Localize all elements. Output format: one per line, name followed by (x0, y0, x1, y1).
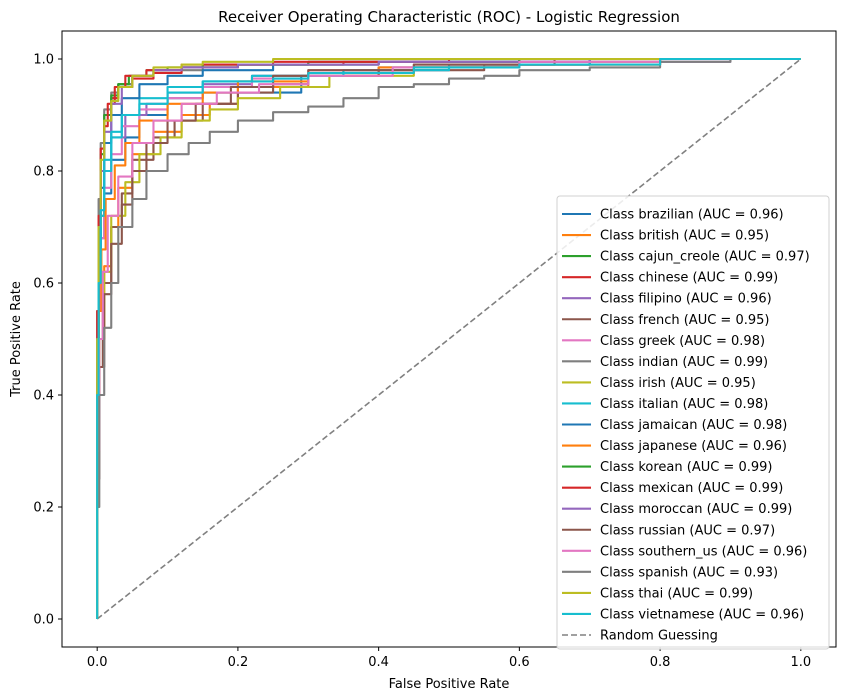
series-line-17 (96, 57, 801, 619)
legend-label-12: Class korean (AUC = 0.99) (600, 460, 772, 475)
x-tick-label-5: 1.0 (790, 655, 811, 670)
x-tick-label-0: 0.0 (87, 655, 108, 670)
x-tick-label-4: 0.8 (650, 655, 671, 670)
legend-label-5: Class french (AUC = 0.95) (600, 313, 769, 328)
series-layer (96, 57, 802, 620)
legend-label-14: Class moroccan (AUC = 0.99) (600, 502, 792, 517)
series-line-19 (96, 57, 801, 619)
legend-label-10: Class jamaican (AUC = 0.98) (600, 418, 787, 433)
legend-label-15: Class russian (AUC = 0.97) (600, 523, 775, 538)
x-axis: 0.0 0.2 0.4 0.6 0.8 1.0 (87, 647, 811, 670)
legend-label-19: Class vietnamese (AUC = 0.96) (600, 607, 804, 622)
legend: Class brazilian (AUC = 0.96) Class britis… (556, 195, 830, 650)
x-tick-label-3: 0.6 (509, 655, 530, 670)
legend-label-0: Class brazilian (AUC = 0.96) (600, 208, 784, 223)
legend-label-11: Class japanese (AUC = 0.96) (600, 439, 787, 454)
chart-title: Receiver Operating Characteristic (ROC) … (218, 8, 680, 26)
y-tick-label-3: 0.6 (33, 277, 54, 292)
series-line-20 (96, 58, 802, 620)
y-axis: 0.0 0.2 0.4 0.6 0.8 1.0 (33, 53, 62, 628)
legend-label-16: Class southern_us (AUC = 0.96) (600, 544, 807, 559)
legend-label-7: Class indian (AUC = 0.99) (600, 355, 768, 370)
y-tick-label-2: 0.4 (33, 389, 54, 404)
legend-label-18: Class thai (AUC = 0.99) (600, 586, 753, 601)
x-tick-label-2: 0.4 (368, 655, 389, 670)
legend-label-8: Class irish (AUC = 0.95) (600, 376, 756, 391)
x-tick-label-1: 0.2 (228, 655, 249, 670)
y-axis-label: True Positive Rate (9, 281, 24, 398)
legend-label-4: Class filipino (AUC = 0.96) (600, 292, 772, 307)
legend-label-17: Class spanish (AUC = 0.93) (600, 565, 778, 580)
y-tick-label-0: 0.0 (33, 613, 54, 628)
legend-label-1: Class british (AUC = 0.95) (600, 229, 769, 244)
x-axis-label: False Positive Rate (389, 677, 510, 692)
legend-label-6: Class greek (AUC = 0.98) (600, 334, 765, 349)
legend-box (556, 195, 830, 650)
y-tick-label-1: 0.2 (33, 501, 54, 516)
legend-label-13: Class mexican (AUC = 0.99) (600, 481, 783, 496)
legend-label-20: Random Guessing (600, 629, 718, 644)
legend-label-3: Class chinese (AUC = 0.99) (600, 271, 778, 286)
series-line-15 (96, 57, 801, 619)
y-tick-label-4: 0.8 (33, 165, 54, 180)
legend-label-2: Class cajun_creole (AUC = 0.97) (600, 250, 810, 265)
plot-frame (61, 30, 837, 648)
legend-label-9: Class italian (AUC = 0.98) (600, 397, 768, 412)
y-tick-label-5: 1.0 (33, 53, 54, 68)
